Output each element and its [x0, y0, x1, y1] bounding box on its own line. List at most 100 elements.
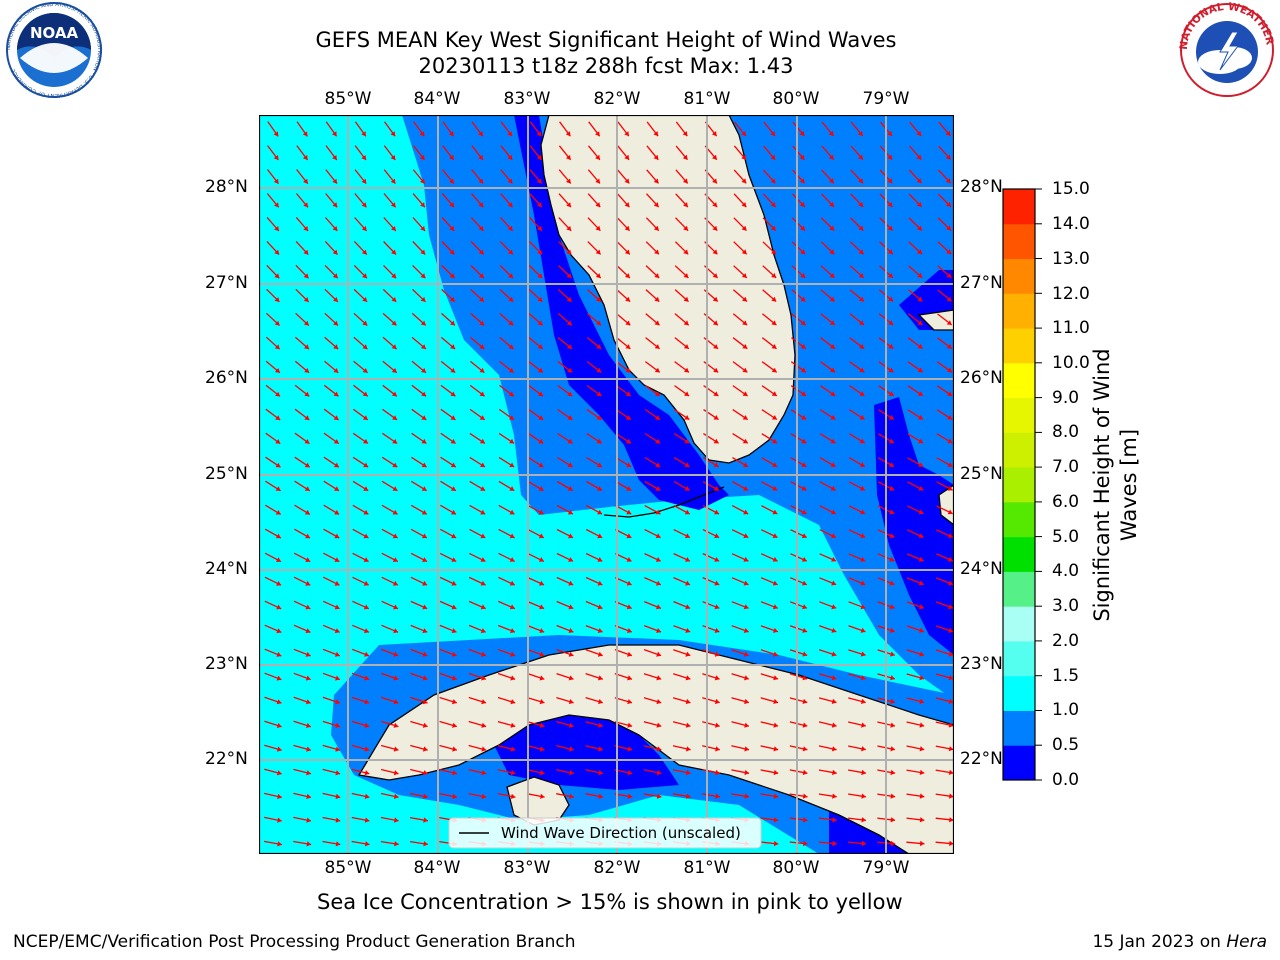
wind-arrow: [819, 553, 837, 562]
wind-arrow: [762, 241, 777, 255]
wind-arrow: [410, 720, 428, 728]
lon-label-top: 81°W: [683, 89, 731, 109]
wind-arrow: [529, 145, 542, 161]
wind-arrow: [936, 481, 953, 491]
wind-arrow: [323, 432, 340, 445]
wind-arrow: [529, 169, 543, 184]
wind-arrow: [293, 696, 311, 705]
wind-arrow: [382, 408, 398, 421]
wind-arrow: [644, 553, 661, 562]
wind-arrow: [643, 745, 662, 752]
wind-arrow: [760, 721, 779, 728]
wind-arrow: [672, 793, 691, 799]
wind-arrow: [352, 600, 370, 610]
wind-arrow: [527, 624, 545, 633]
wind-arrow: [498, 504, 515, 515]
wind-arrow: [469, 408, 486, 421]
wind-arrow: [411, 312, 427, 326]
wind-arrow: [586, 408, 602, 421]
wind-arrow: [556, 648, 574, 657]
wind-arrow: [790, 505, 807, 515]
lat-label-right: 23°N: [960, 654, 1003, 674]
wind-arrow: [470, 312, 485, 326]
wind-arrow: [325, 169, 338, 185]
wind-arrow: [644, 600, 662, 610]
wind-arrow: [380, 744, 399, 752]
wind-arrow: [731, 769, 750, 776]
wind-arrow: [499, 313, 514, 326]
wind-arrow: [731, 649, 749, 657]
wind-arrow: [731, 601, 749, 610]
wind-arrow: [556, 552, 574, 562]
colorbar-tick: 1.0: [1052, 700, 1080, 720]
wind-arrow: [587, 217, 601, 232]
footer-credit: NCEP/EMC/Verification Post Processing Pr…: [13, 932, 576, 952]
wind-arrow: [324, 264, 339, 279]
wind-arrow: [440, 384, 456, 397]
wind-arrow: [322, 840, 341, 847]
chart-title: GEFS MEAN Key West Significant Height of…: [315, 28, 897, 52]
wind-arrow: [381, 576, 399, 586]
wind-arrow: [731, 745, 750, 752]
wind-arrow: [410, 480, 428, 492]
wind-arrow: [906, 673, 925, 681]
wind-arrow: [733, 145, 747, 161]
wind-arrow: [790, 409, 807, 421]
wind-arrow: [731, 481, 749, 491]
wind-arrow: [381, 528, 399, 539]
colorbar-segment: [1003, 432, 1035, 468]
wind-arrow: [264, 792, 282, 800]
wind-arrow: [556, 528, 574, 539]
wind-arrow: [498, 408, 515, 421]
wind-arrow: [674, 385, 690, 397]
lon-label-bottom: 84°W: [413, 858, 461, 878]
wind-arrow: [702, 697, 720, 705]
wind-arrow: [325, 193, 338, 208]
wind-arrow: [498, 552, 515, 562]
wind-arrow: [790, 457, 807, 468]
lat-label-left: 25°N: [205, 464, 248, 484]
lon-label-top: 85°W: [324, 89, 372, 109]
wind-arrow: [848, 697, 866, 704]
wind-arrow: [617, 121, 630, 137]
wind-arrow: [702, 745, 720, 752]
wind-arrow: [761, 337, 777, 350]
wind-arrow: [732, 289, 748, 302]
wind-arrow: [294, 456, 311, 468]
wind-arrow: [789, 649, 808, 657]
wind-arrow: [498, 432, 515, 444]
wind-arrow: [527, 456, 544, 468]
wind-arrow: [789, 721, 808, 728]
wind-arrow: [499, 289, 514, 303]
wind-arrow: [439, 768, 458, 776]
wind-arrow: [322, 600, 340, 610]
lat-label-left: 26°N: [205, 368, 248, 388]
chart-subtitle: 20230113 t18z 288h fcst Max: 1.43: [418, 54, 794, 78]
map-frame: [259, 115, 954, 854]
wind-arrow: [585, 696, 603, 705]
wind-arrow: [906, 625, 925, 633]
wind-arrow: [471, 121, 484, 137]
wind-arrow: [821, 169, 835, 184]
wind-arrow: [587, 169, 601, 184]
wind-arrow: [821, 121, 835, 137]
wind-arrow: [439, 528, 457, 539]
wind-arrow: [645, 361, 661, 373]
wind-arrow: [381, 648, 399, 657]
wind-arrow: [587, 265, 602, 279]
wind-arrow: [906, 840, 925, 847]
wind-arrow: [644, 505, 661, 515]
wind-arrow: [500, 121, 513, 137]
wind-arrow: [471, 169, 484, 184]
wind-arrow: [789, 601, 808, 610]
wind-arrow: [762, 169, 776, 184]
wind-arrow: [848, 625, 866, 633]
wind-arrow: [907, 313, 923, 326]
wind-arrow: [526, 720, 545, 728]
wind-arrow: [645, 289, 660, 303]
wind-arrow: [733, 193, 747, 208]
wind-arrow: [645, 313, 660, 326]
wind-arrow: [615, 360, 631, 374]
noaa-logo-text: NOAA: [30, 24, 79, 42]
colorbar-segment: [1003, 328, 1035, 364]
